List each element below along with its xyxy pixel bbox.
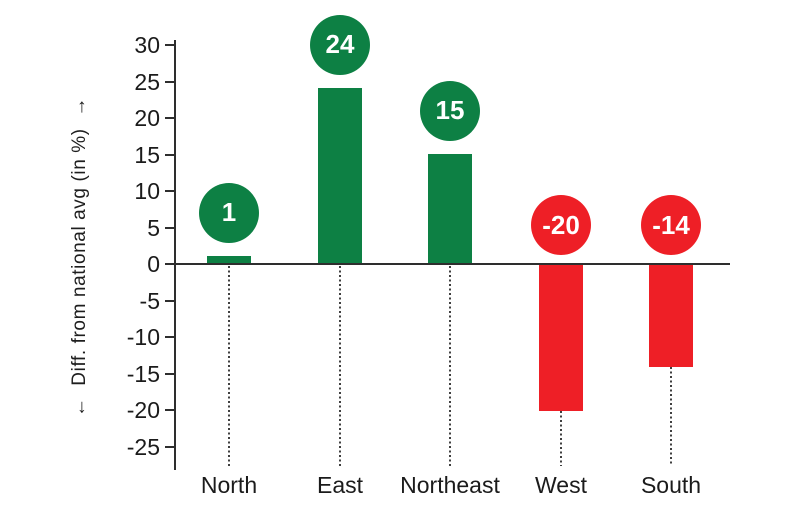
- value-badge-text-east: 24: [325, 29, 355, 60]
- tick-label-5: 5: [147, 214, 160, 241]
- category-label-north: North: [200, 472, 258, 498]
- tick-mark-20: [165, 117, 174, 119]
- x-axis-zero-line: [174, 263, 730, 265]
- tick-mark-5: [165, 226, 174, 229]
- value-badge-text-west: -20: [542, 209, 580, 240]
- bar-north: [207, 255, 251, 263]
- tick-mark-30: [165, 44, 174, 46]
- category-label-east: East: [316, 472, 364, 498]
- tick-mark--20: [165, 409, 174, 411]
- value-badge-text-south: -14: [652, 209, 690, 240]
- tick-label--15: -15: [126, 360, 160, 387]
- tick-label-20: 20: [134, 105, 160, 131]
- tick-label-0: 0: [147, 251, 160, 277]
- y-axis-label: ← Diff. from national avg (in %) →: [69, 96, 90, 418]
- value-badge-north: 1: [199, 182, 259, 243]
- value-badge-south: -14: [641, 195, 701, 255]
- tick-label--20: -20: [126, 397, 160, 423]
- tick-label--10: -10: [126, 324, 160, 350]
- bar-west: [539, 265, 583, 411]
- bar-northeast: [428, 153, 472, 263]
- dotted-line-west: [560, 411, 562, 466]
- tick-mark-15: [165, 153, 174, 156]
- tick-label--25: -25: [126, 433, 160, 460]
- tick-mark-10: [165, 190, 174, 192]
- dotted-line-east: [339, 266, 341, 466]
- value-badge-east: 24: [310, 14, 370, 75]
- tick-label-15: 15: [134, 141, 160, 168]
- tick-mark--25: [165, 445, 174, 448]
- tick-mark--5: [165, 299, 174, 302]
- tick-label-30: 30: [134, 32, 160, 58]
- category-label-west: West: [535, 472, 587, 498]
- dotted-line-north: [228, 266, 230, 466]
- value-badge-text-north: 1: [221, 197, 237, 228]
- value-badge-northeast: 15: [420, 80, 480, 141]
- category-label-northeast: Northeast: [400, 472, 500, 498]
- value-badge-west: -20: [531, 195, 591, 255]
- tick-mark-25: [165, 80, 174, 83]
- dotted-line-northeast: [449, 266, 451, 466]
- category-label-south: South: [640, 472, 702, 498]
- tick-label-10: 10: [134, 178, 160, 204]
- y-axis-line: [174, 40, 176, 470]
- tick-mark--10: [165, 336, 174, 338]
- bar-south: [649, 265, 693, 368]
- dotted-line-south: [670, 367, 672, 466]
- tick-label--5: -5: [139, 287, 160, 314]
- tick-label-25: 25: [134, 68, 160, 95]
- value-badge-text-northeast: 15: [435, 95, 465, 125]
- tick-mark-0: [165, 263, 174, 265]
- tick-mark--15: [165, 372, 174, 375]
- bar-east: [318, 87, 362, 263]
